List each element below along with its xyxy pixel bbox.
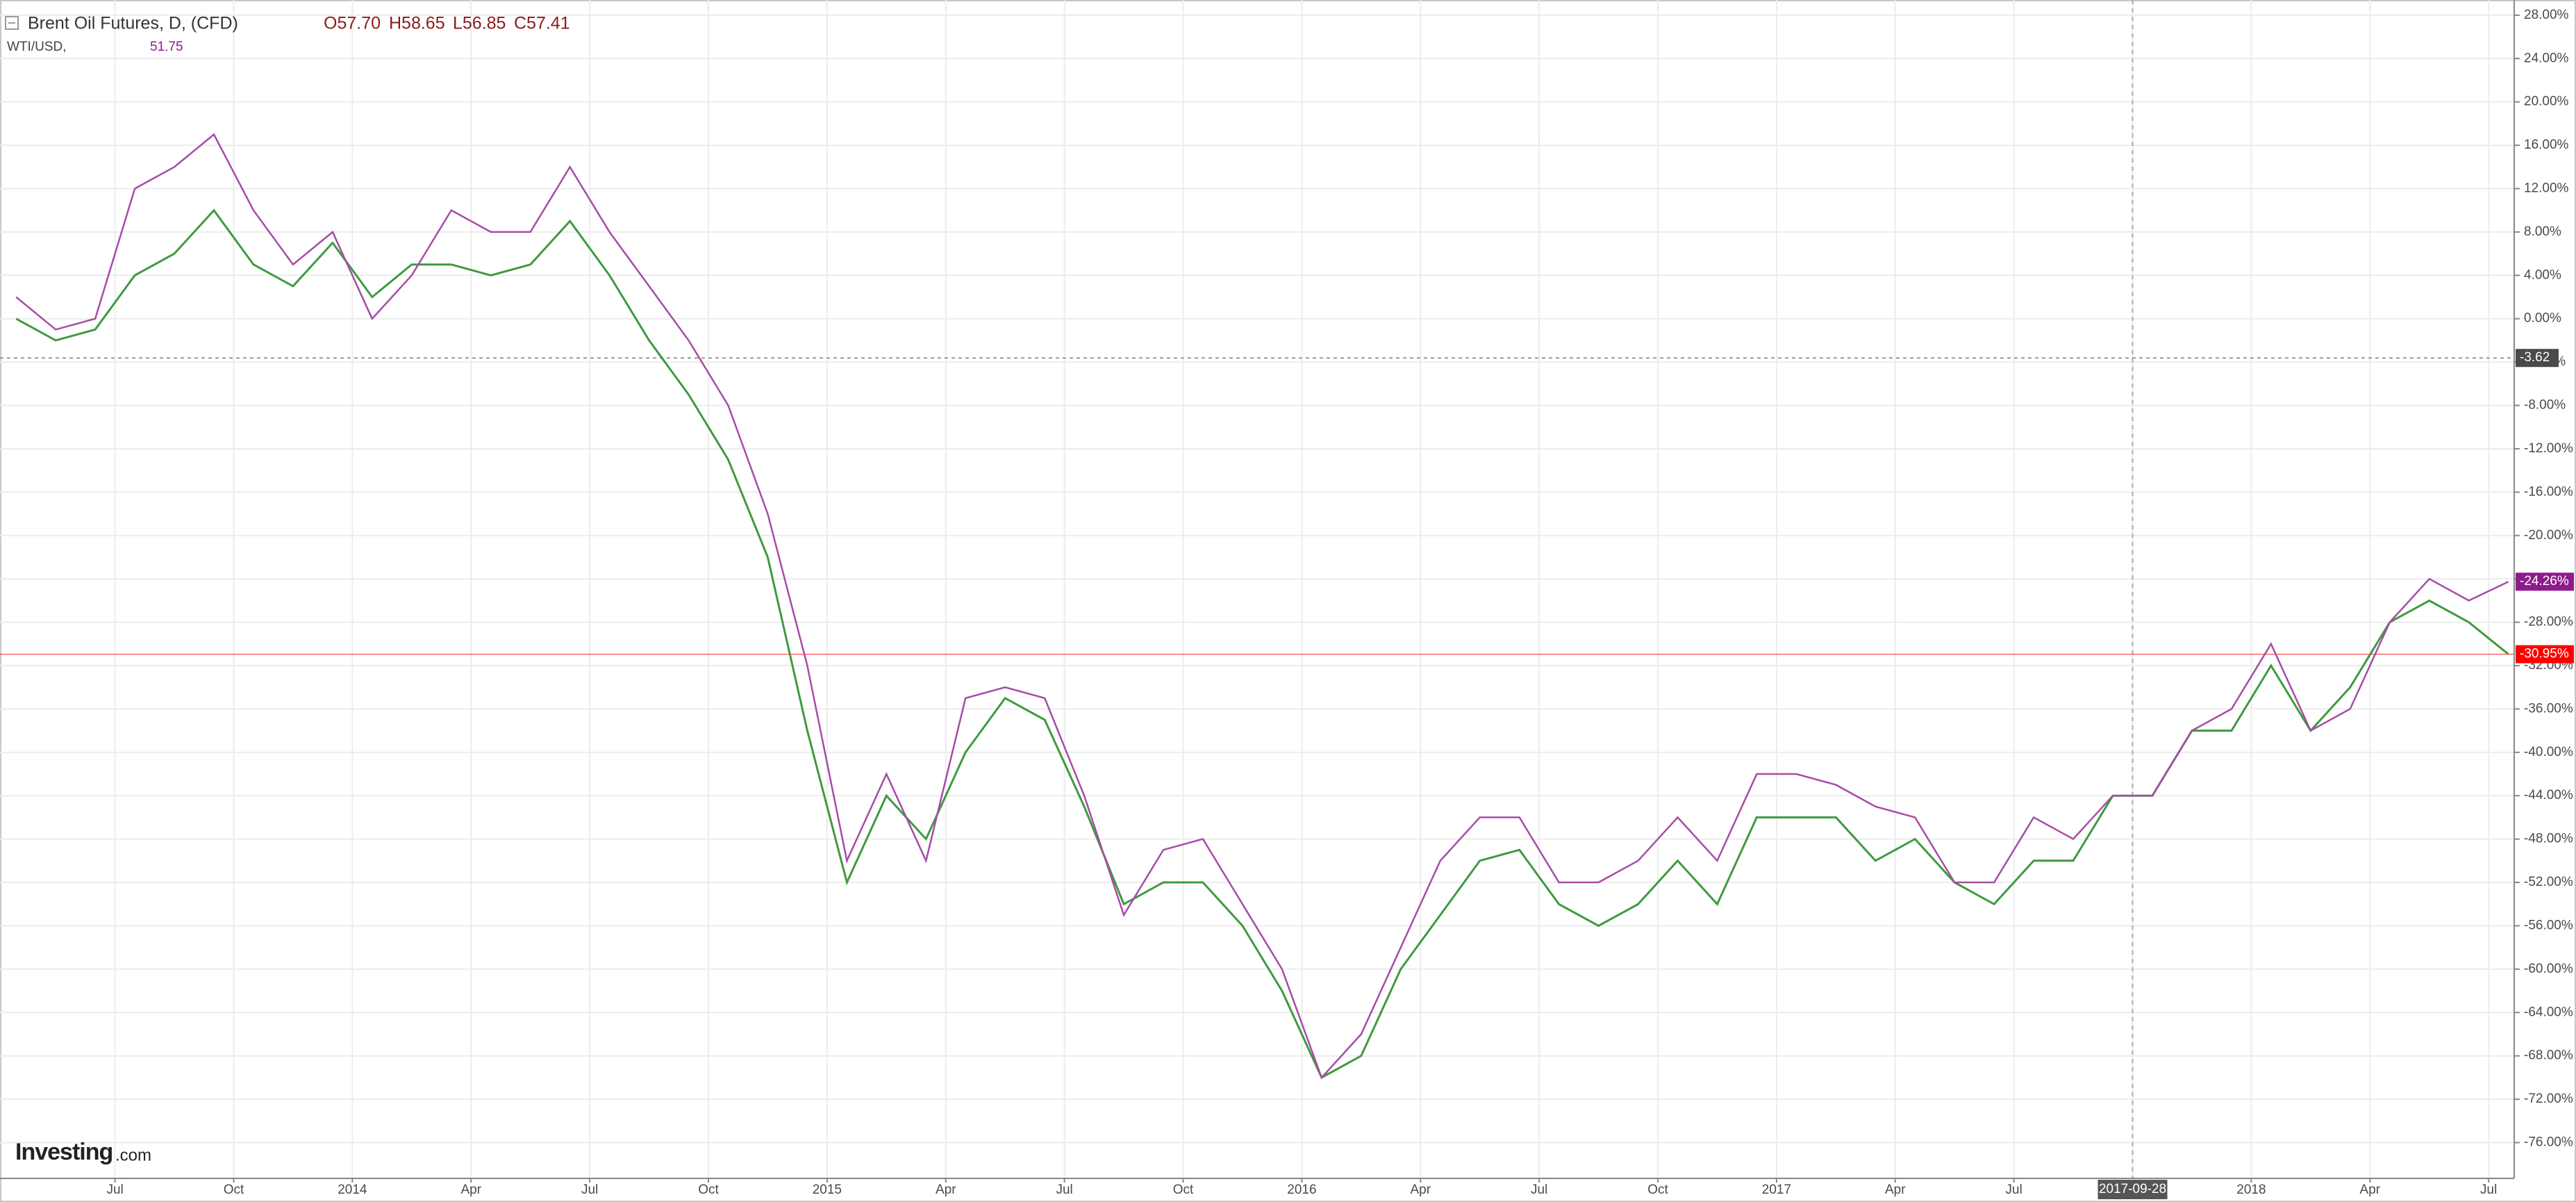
x-tick-label: Oct — [1647, 1183, 1668, 1197]
x-tick-label: Jul — [2006, 1183, 2022, 1197]
last-value-tag — [2516, 573, 2574, 591]
logo-name: Investing — [15, 1139, 113, 1165]
y-tick-label: -8.00% — [2524, 398, 2566, 413]
high-value: H58.65 — [389, 14, 445, 33]
logo: Investing .com — [15, 1139, 151, 1165]
grid — [0, 0, 2514, 1178]
symbol-title: Brent Oil Futures, D, (CFD) — [28, 14, 238, 33]
x-tick-label: 2018 — [2236, 1183, 2266, 1197]
series-line — [15, 208, 2509, 1079]
y-tick-label: -48.00% — [2524, 832, 2573, 846]
reference-label: -3.62 — [2520, 350, 2550, 365]
x-tick-label: 2015 — [813, 1183, 842, 1197]
x-tick-label: 2017-09-28 — [2099, 1182, 2166, 1196]
last-value-label: -30.95% — [2520, 647, 2569, 661]
low-value: L56.85 — [453, 14, 506, 33]
plot-area — [15, 133, 2509, 1080]
y-tick-label: -44.00% — [2524, 788, 2573, 802]
logo-suffix: .com — [115, 1146, 151, 1164]
y-tick-label: 12.00% — [2524, 181, 2569, 196]
y-tick-label: -68.00% — [2524, 1048, 2573, 1063]
x-tick-label: Jul — [1056, 1183, 1072, 1197]
y-tick-label: -52.00% — [2524, 875, 2573, 889]
y-tick-label: -28.00% — [2524, 615, 2573, 629]
x-tick-label: Oct — [698, 1183, 719, 1197]
y-tick-label: -20.00% — [2524, 528, 2573, 543]
y-tick-label: 4.00% — [2524, 267, 2561, 282]
x-tick-label: Jul — [1531, 1183, 1547, 1197]
x-tick-label: 2016 — [1287, 1183, 1316, 1197]
y-tick-label: -64.00% — [2524, 1005, 2573, 1019]
y-tick-label: -36.00% — [2524, 701, 2573, 716]
y-tick-label: -40.00% — [2524, 745, 2573, 759]
x-tick-label: Apr — [1410, 1183, 1431, 1197]
y-tick-label: 0.00% — [2524, 311, 2561, 326]
close-value: C57.41 — [514, 14, 570, 33]
y-tick-label: 28.00% — [2524, 8, 2569, 22]
y-tick-label: -12.00% — [2524, 441, 2573, 456]
crosshair-x-tag — [2097, 1180, 2168, 1199]
x-tick-label: 2014 — [338, 1183, 367, 1197]
x-tick-label: Oct — [1173, 1183, 1194, 1197]
x-tick-label: Oct — [224, 1183, 244, 1197]
x-tick-label: 2017 — [1762, 1183, 1791, 1197]
collapse-icon[interactable] — [5, 16, 19, 30]
series-line — [15, 133, 2509, 1080]
open-value: O57.70 — [324, 14, 381, 33]
y-tick-label: 20.00% — [2524, 94, 2569, 109]
y-tick-label: 16.00% — [2524, 138, 2569, 152]
x-tick-label: Jul — [581, 1183, 598, 1197]
x-tick-label: Jul — [106, 1183, 123, 1197]
compare-symbol: WTI/USD, — [7, 40, 67, 54]
reference-tag — [2516, 349, 2559, 368]
header: Brent Oil Futures, D, (CFD) O57.70 H58.6… — [5, 14, 570, 54]
compare-value: 51.75 — [150, 40, 183, 54]
y-tick-label: 8.00% — [2524, 224, 2561, 239]
x-tick-label: Apr — [460, 1183, 481, 1197]
last-value-label: -24.26% — [2520, 574, 2569, 588]
y-tick-label: -72.00% — [2524, 1092, 2573, 1106]
x-tick-label: Jul — [2480, 1183, 2497, 1197]
x-tick-label: Apr — [936, 1183, 956, 1197]
last-value-tag — [2516, 645, 2574, 664]
y-tick-label: -16.00% — [2524, 484, 2573, 499]
y-tick-label: -56.00% — [2524, 918, 2573, 932]
x-tick-label: Apr — [1885, 1183, 1906, 1197]
y-tick-label: -60.00% — [2524, 962, 2573, 976]
y-tick-label: -76.00% — [2524, 1135, 2573, 1150]
x-tick-label: Apr — [2360, 1183, 2381, 1197]
y-tick-label: 24.00% — [2524, 51, 2569, 65]
